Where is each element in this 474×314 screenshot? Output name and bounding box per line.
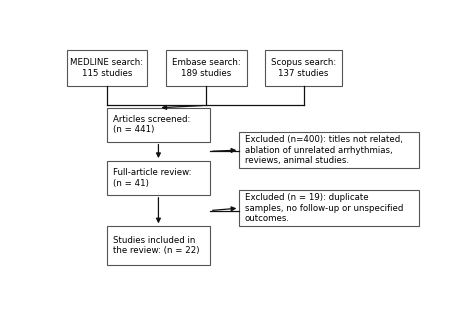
FancyBboxPatch shape (265, 50, 342, 86)
Text: Excluded (n=400): titles not related,
ablation of unrelated arrhythmias,
reviews: Excluded (n=400): titles not related, ab… (245, 135, 402, 165)
Text: Embase search:
189 studies: Embase search: 189 studies (172, 58, 241, 78)
Text: Articles screened:
(n = 441): Articles screened: (n = 441) (112, 115, 190, 134)
FancyBboxPatch shape (239, 132, 419, 168)
FancyBboxPatch shape (107, 226, 210, 265)
Text: MEDLINE search:
115 studies: MEDLINE search: 115 studies (71, 58, 144, 78)
Text: Excluded (n = 19): duplicate
samples, no follow-up or unspecified
outcomes.: Excluded (n = 19): duplicate samples, no… (245, 193, 403, 223)
FancyBboxPatch shape (107, 108, 210, 142)
FancyBboxPatch shape (107, 161, 210, 195)
FancyBboxPatch shape (66, 50, 147, 86)
FancyBboxPatch shape (166, 50, 246, 86)
Text: Studies included in
the review: (n = 22): Studies included in the review: (n = 22) (112, 236, 199, 255)
FancyBboxPatch shape (239, 190, 419, 226)
Text: Scopus search:
137 studies: Scopus search: 137 studies (271, 58, 336, 78)
Text: Full-article review:
(n = 41): Full-article review: (n = 41) (112, 168, 191, 187)
